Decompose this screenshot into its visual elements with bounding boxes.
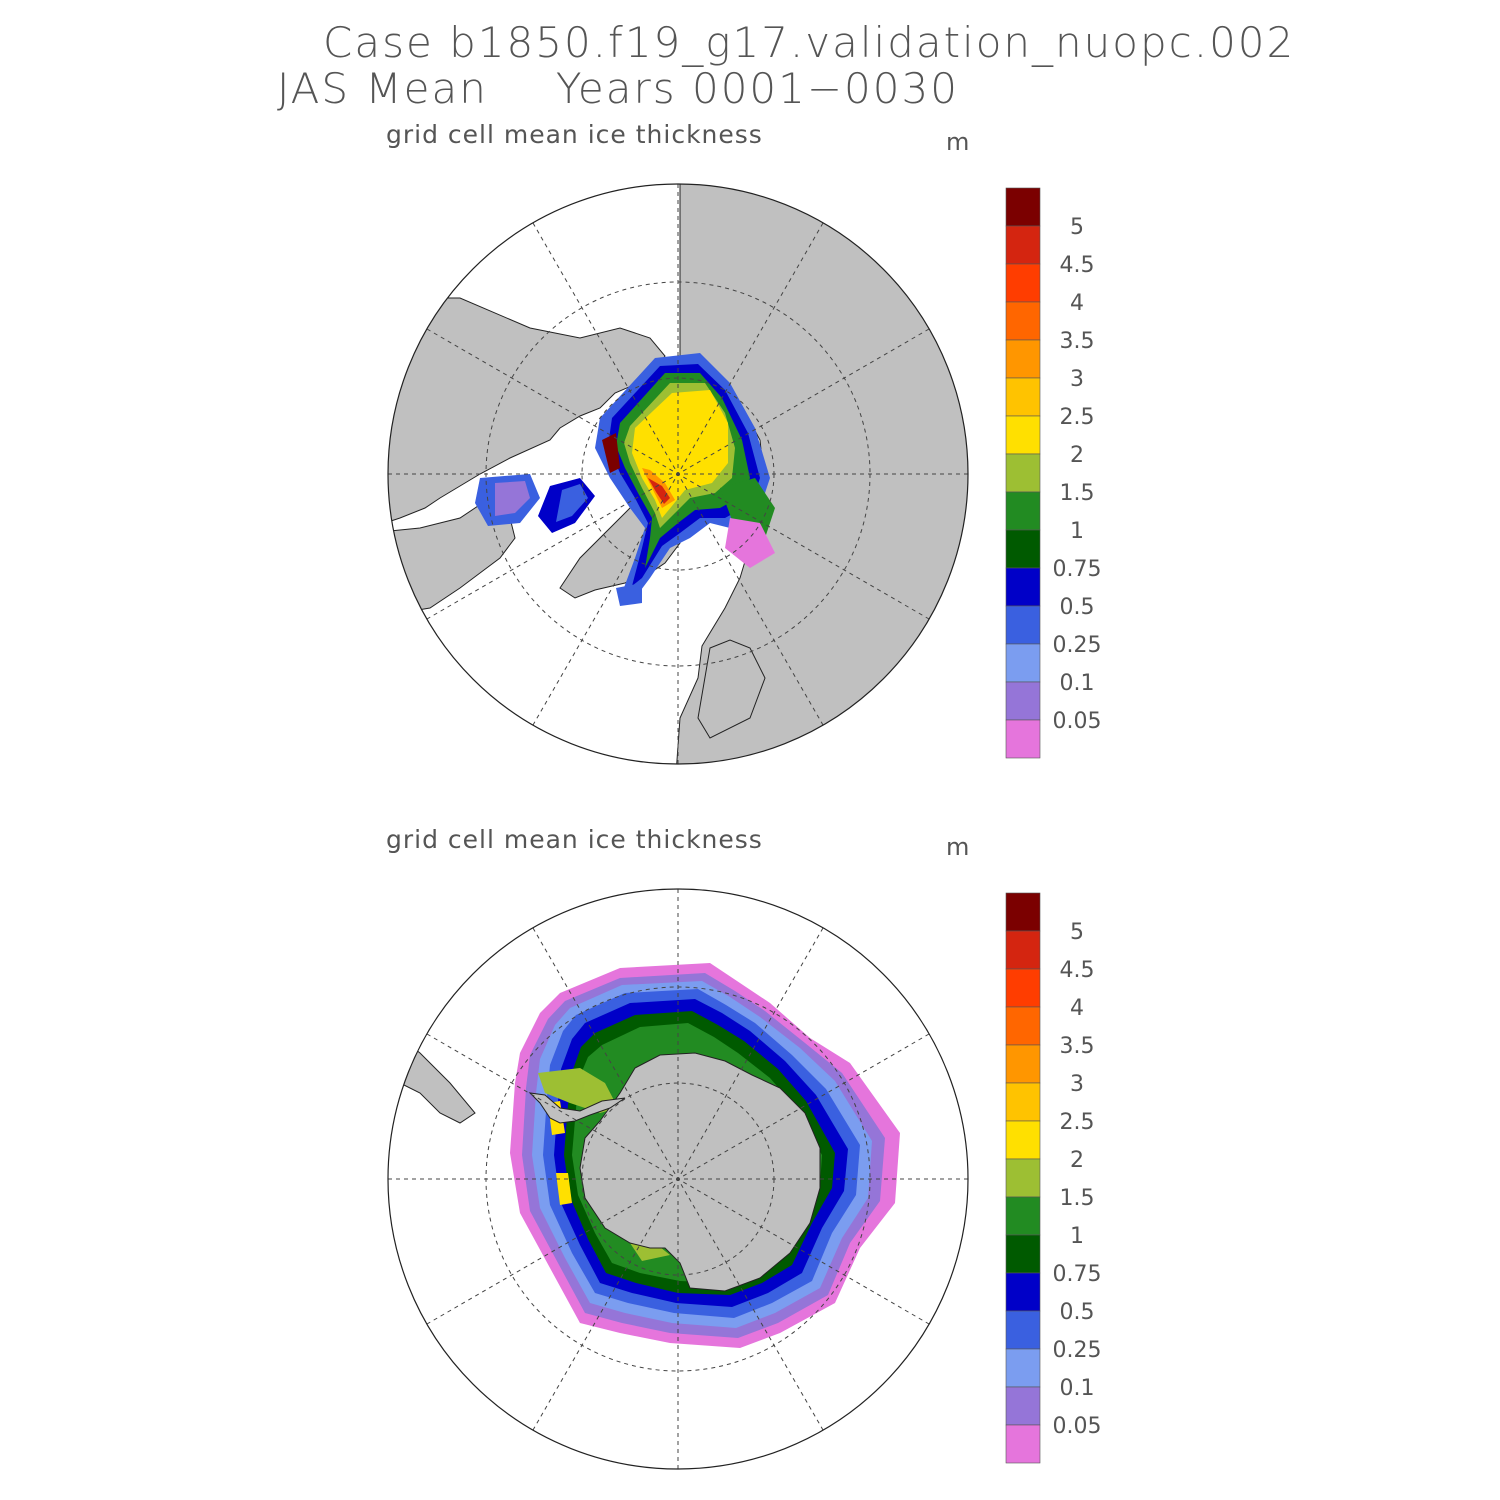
south-graticule — [388, 889, 968, 1469]
south-polar-map — [387, 888, 969, 1470]
antarctica-land — [579, 1052, 821, 1292]
north-colorbar-label: 0.1 — [1060, 671, 1095, 696]
north-colorbar-swatch — [1005, 415, 1041, 455]
south-colorbar-label: 0.25 — [1053, 1338, 1102, 1363]
north-colorbar-label: 4.5 — [1060, 253, 1095, 278]
antarctic-peninsula-land — [528, 1092, 626, 1124]
south-colorbar-swatch — [1005, 1272, 1041, 1312]
south-colorbar-swatch — [1005, 1386, 1041, 1426]
south-colorbar-label: 4.5 — [1060, 958, 1095, 983]
north-colorbar-swatch — [1005, 605, 1041, 645]
south-colorbar-swatch — [1005, 1424, 1041, 1464]
south-colorbar-swatch — [1005, 1082, 1041, 1122]
north-colorbar-label: 5 — [1070, 215, 1084, 240]
north-colorbar-swatch — [1005, 491, 1041, 531]
south-colorbar-label: 5 — [1070, 920, 1084, 945]
south-colorbar-swatch — [1005, 1310, 1041, 1350]
europe-south-land — [697, 639, 766, 739]
north-america-land — [388, 297, 666, 529]
south-colorbar-label: 3 — [1070, 1072, 1084, 1097]
south-colorbar-swatch — [1005, 1196, 1041, 1236]
south-colorbar: 5 4.5 4 3.5 3 2.5 2 1.5 1 0.75 0.5 0.25 0.1 0.05 — [1005, 892, 1102, 1464]
north-colorbar-label: 1 — [1070, 519, 1084, 544]
north-colorbar-swatch — [1005, 187, 1041, 227]
north-colorbar-label: 0.75 — [1053, 557, 1102, 582]
south-colorbar-swatch — [1005, 1234, 1041, 1274]
north-colorbar-label: 0.5 — [1060, 595, 1095, 620]
south-colorbar-label: 2 — [1070, 1148, 1084, 1173]
south-colorbar-swatch — [1005, 930, 1041, 970]
north-colorbar-swatch — [1005, 681, 1041, 721]
south-colorbar-swatch — [1005, 1348, 1041, 1388]
north-colorbar: 5 4.5 4 3.5 3 2.5 2 1.5 1 0.75 0.5 0.25 0.1 0.05 — [1005, 187, 1102, 759]
south-colorbar-label: 4 — [1070, 996, 1084, 1021]
north-colorbar-swatch — [1005, 719, 1041, 759]
north-polar-map — [387, 183, 969, 765]
south-colorbar-label: 1 — [1070, 1224, 1084, 1249]
case-title: Case b1850.f19_g17.validation_nuopc.002 — [323, 18, 1296, 67]
north-colorbar-label: 0.05 — [1053, 709, 1102, 734]
north-units: m — [946, 128, 970, 156]
south-map-border — [387, 888, 969, 1470]
north-variable-title: grid cell mean ice thickness — [386, 120, 763, 149]
north-colorbar-label: 2 — [1070, 443, 1084, 468]
north-colorbar-swatch — [1005, 529, 1041, 569]
north-sea-ice — [475, 353, 775, 606]
south-variable-title: grid cell mean ice thickness — [386, 825, 763, 854]
south-colorbar-swatch — [1005, 892, 1041, 932]
season-label: JAS Mean — [277, 64, 488, 113]
season-title: JAS Mean Years 0001−0030 — [277, 64, 959, 113]
north-colorbar-label: 1.5 — [1060, 481, 1095, 506]
south-colorbar-swatch — [1005, 968, 1041, 1008]
years-label: Years 0001−0030 — [555, 64, 959, 113]
south-colorbar-label: 0.1 — [1060, 1376, 1095, 1401]
north-colorbar-swatch — [1005, 339, 1041, 379]
south-colorbar-label: 2.5 — [1060, 1110, 1095, 1135]
north-colorbar-swatch — [1005, 643, 1041, 683]
north-colorbar-swatch — [1005, 301, 1041, 341]
south-colorbar-label: 1.5 — [1060, 1186, 1095, 1211]
south-colorbar-swatch — [1005, 1044, 1041, 1084]
north-graticule — [388, 184, 968, 764]
north-colorbar-label: 2.5 — [1060, 405, 1095, 430]
north-colorbar-label: 3 — [1070, 367, 1084, 392]
north-land — [388, 184, 968, 764]
south-colorbar-label: 0.05 — [1053, 1414, 1102, 1439]
north-colorbar-swatch — [1005, 567, 1041, 607]
north-colorbar-label: 4 — [1070, 291, 1084, 316]
north-colorbar-label: 0.25 — [1053, 633, 1102, 658]
north-map-border — [387, 183, 969, 765]
south-colorbar-label: 0.75 — [1053, 1262, 1102, 1287]
north-colorbar-swatch — [1005, 377, 1041, 417]
north-colorbar-swatch — [1005, 225, 1041, 265]
south-units: m — [946, 833, 970, 861]
south-colorbar-label: 0.5 — [1060, 1300, 1095, 1325]
south-colorbar-label: 3.5 — [1060, 1034, 1095, 1059]
south-colorbar-swatch — [1005, 1120, 1041, 1160]
north-colorbar-swatch — [1005, 263, 1041, 303]
south-colorbar-swatch — [1005, 1006, 1041, 1046]
north-colorbar-label: 3.5 — [1060, 329, 1095, 354]
north-colorbar-swatch — [1005, 453, 1041, 493]
south-colorbar-swatch — [1005, 1158, 1041, 1198]
